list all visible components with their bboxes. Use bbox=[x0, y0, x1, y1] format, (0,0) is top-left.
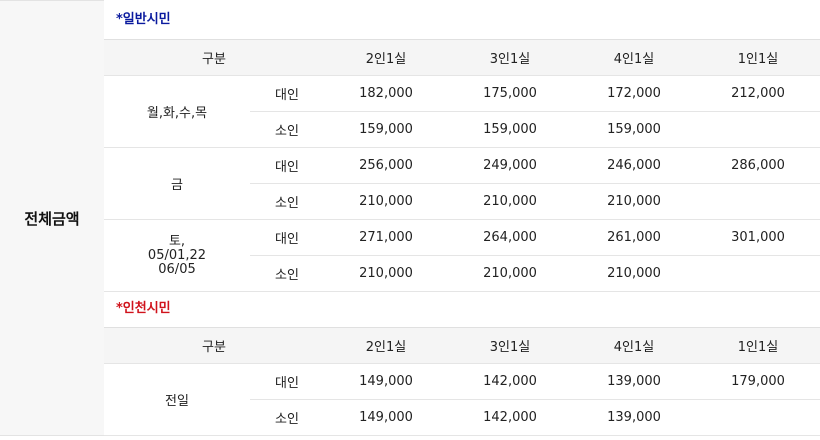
header-single-room: 1인1실 bbox=[696, 39, 820, 76]
price-cell: 139,000 bbox=[572, 399, 697, 436]
price-cell: 159,000 bbox=[572, 111, 697, 148]
day-label-line: 05/01,22 bbox=[147, 247, 207, 263]
table-header-row: 구분 2인1실 3인1실 4인1실 1인1실 bbox=[104, 39, 820, 76]
day-label-line: 06/05 bbox=[158, 261, 196, 277]
price-cell: 149,000 bbox=[324, 399, 449, 436]
day-label: 월,화,수,목 bbox=[104, 75, 250, 148]
day-label: 전일 bbox=[104, 363, 250, 436]
price-sections: *일반시민 구분 2인1실 3인1실 4인1실 1인1실 월,화,수,목 대인 … bbox=[104, 0, 820, 440]
price-cell: 159,000 bbox=[448, 111, 573, 148]
day-label: 토, 05/01,22 06/05 bbox=[104, 219, 250, 292]
passenger-type: 대인 bbox=[250, 363, 325, 400]
table-row: 전일 대인 149,000 142,000 139,000 179,000 bbox=[104, 363, 820, 436]
price-cell: 149,000 bbox=[324, 363, 449, 400]
table-row: 소인 210,000 210,000 210,000 bbox=[104, 183, 820, 220]
header-quad-room: 4인1실 bbox=[572, 39, 697, 76]
header-twin-room: 2인1실 bbox=[324, 39, 449, 76]
price-cell: 264,000 bbox=[448, 219, 573, 256]
price-cell: 271,000 bbox=[324, 219, 449, 256]
price-cell bbox=[696, 111, 820, 148]
price-cell: 142,000 bbox=[448, 363, 573, 400]
table-header-row: 구분 2인1실 3인1실 4인1실 1인1실 bbox=[104, 327, 820, 364]
price-cell: 261,000 bbox=[572, 219, 697, 256]
table-row: 소인 159,000 159,000 159,000 bbox=[104, 111, 820, 148]
table-row: 소인 210,000 210,000 210,000 bbox=[104, 255, 820, 292]
price-cell bbox=[696, 183, 820, 220]
header-quad-room: 4인1실 bbox=[572, 327, 697, 364]
passenger-type: 소인 bbox=[250, 399, 325, 436]
header-category: 구분 bbox=[104, 39, 325, 76]
day-label: 금 bbox=[104, 147, 250, 220]
passenger-type: 대인 bbox=[250, 147, 325, 184]
passenger-type: 대인 bbox=[250, 219, 325, 256]
price-cell: 172,000 bbox=[572, 75, 697, 112]
price-cell: 256,000 bbox=[324, 147, 449, 184]
table-row: 토, 05/01,22 06/05 대인 271,000 264,000 261… bbox=[104, 219, 820, 292]
price-cell: 286,000 bbox=[696, 147, 820, 184]
header-single-room: 1인1실 bbox=[696, 327, 820, 364]
table-row: 소인 149,000 142,000 139,000 bbox=[104, 399, 820, 436]
price-cell: 210,000 bbox=[324, 183, 449, 220]
passenger-type: 소인 bbox=[250, 255, 325, 292]
passenger-type: 소인 bbox=[250, 111, 325, 148]
price-cell: 210,000 bbox=[324, 255, 449, 292]
section-title-general: *일반시민 bbox=[116, 12, 171, 27]
header-category: 구분 bbox=[104, 327, 325, 364]
price-cell: 210,000 bbox=[448, 183, 573, 220]
price-cell: 212,000 bbox=[696, 75, 820, 112]
header-triple-room: 3인1실 bbox=[448, 39, 573, 76]
price-cell: 142,000 bbox=[448, 399, 573, 436]
price-cell: 246,000 bbox=[572, 147, 697, 184]
price-cell bbox=[696, 399, 820, 436]
passenger-type: 소인 bbox=[250, 183, 325, 220]
table-row: 월,화,수,목 대인 182,000 175,000 172,000 212,0… bbox=[104, 75, 820, 148]
total-label-cell: 전체금액 bbox=[0, 0, 104, 436]
price-cell: 179,000 bbox=[696, 363, 820, 400]
header-triple-room: 3인1실 bbox=[448, 327, 573, 364]
price-cell: 301,000 bbox=[696, 219, 820, 256]
section-title-incheon: *인천시민 bbox=[116, 301, 171, 316]
price-cell: 249,000 bbox=[448, 147, 573, 184]
price-cell: 139,000 bbox=[572, 363, 697, 400]
header-twin-room: 2인1실 bbox=[324, 327, 449, 364]
price-cell: 210,000 bbox=[448, 255, 573, 292]
price-table-general: 구분 2인1실 3인1실 4인1실 1인1실 월,화,수,목 대인 182,00… bbox=[104, 39, 820, 292]
day-label-line: 토, bbox=[168, 233, 186, 249]
price-cell: 210,000 bbox=[572, 183, 697, 220]
price-cell bbox=[696, 255, 820, 292]
price-cell: 182,000 bbox=[324, 75, 449, 112]
price-table-incheon: 구분 2인1실 3인1실 4인1실 1인1실 전일 대인 149,000 142… bbox=[104, 327, 820, 436]
passenger-type: 대인 bbox=[250, 75, 325, 112]
table-row: 금 대인 256,000 249,000 246,000 286,000 bbox=[104, 147, 820, 220]
price-cell: 159,000 bbox=[324, 111, 449, 148]
total-price-label: 전체금액 bbox=[24, 209, 80, 228]
price-cell: 175,000 bbox=[448, 75, 573, 112]
price-cell: 210,000 bbox=[572, 255, 697, 292]
